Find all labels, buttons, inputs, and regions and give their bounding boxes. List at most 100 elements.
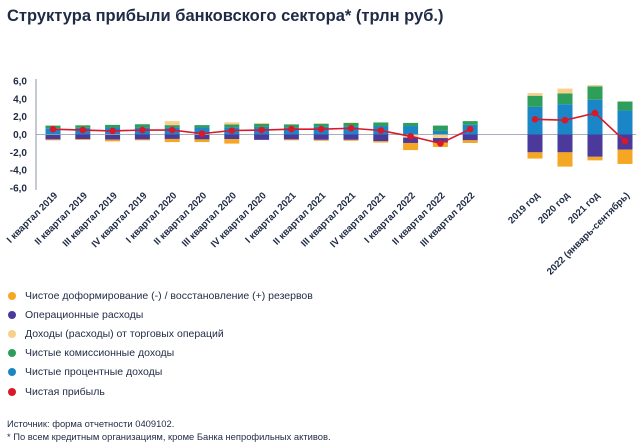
net-profit-point [288, 125, 295, 133]
bar-segment [194, 125, 210, 128]
legend-circle-icon [8, 329, 16, 338]
bar-segment [557, 88, 573, 94]
net-profit-point [531, 116, 539, 123]
bar-segment [313, 123, 329, 127]
bar-segment [313, 134, 329, 140]
x-tick-label: III квартал 2022 [418, 190, 477, 249]
profit-structure-chart: 6,04,02,00,0-2,0-4,0-6,0I квартал 2019II… [5, 77, 636, 278]
bar-segment [527, 134, 543, 153]
x-tick-label: 2019 год [506, 190, 542, 226]
bar-segment [283, 139, 299, 141]
bar-segment [587, 156, 603, 161]
legend-circle-icon [8, 291, 16, 300]
y-tick-label: -4,0 [10, 166, 28, 177]
bar-segment [527, 152, 543, 159]
bar-segment [527, 93, 543, 96]
bar-segment [617, 149, 633, 164]
net-profit-point [79, 126, 87, 134]
bar-segment [45, 134, 61, 140]
legend-item: Чистое доформирование (-) / восстановлен… [8, 286, 313, 305]
bar-segment [403, 142, 419, 151]
x-tick-label: II квартал 2021 [271, 190, 329, 248]
bar-segment [105, 124, 121, 128]
net-profit-line [534, 112, 626, 142]
legend-label: Доходы (расходы) от торговых операций [25, 327, 224, 340]
bar-segment [373, 134, 389, 142]
net-profit-point [109, 127, 116, 135]
x-tick-label: I квартал 2021 [243, 190, 299, 246]
bar-segment [557, 152, 573, 167]
bar-segment [587, 99, 603, 135]
bar-segment [587, 85, 603, 87]
legend-item: Операционные расходы [8, 305, 313, 324]
bar-segment [403, 137, 419, 143]
bar-segment [403, 126, 419, 135]
legend-label: Чистое доформирование (-) / восстановлен… [25, 289, 313, 302]
net-profit-point [258, 126, 265, 134]
bar-segment [432, 134, 448, 139]
legend-item: Чистые процентные доходы [8, 363, 313, 382]
bar-segment [283, 134, 299, 140]
bar-segment [194, 139, 210, 143]
net-profit-point [347, 124, 355, 132]
bar-segment [134, 124, 150, 128]
y-tick-label: 4,0 [13, 94, 27, 105]
bar-segment [75, 139, 91, 141]
bar-segment [403, 122, 419, 127]
net-profit-point [49, 125, 57, 133]
bar-segment [164, 125, 180, 128]
x-tick-label: 2020 год [536, 190, 572, 226]
net-profit-point [437, 140, 444, 147]
bar-segment [617, 110, 633, 135]
legend-label: Операционные расходы [25, 308, 144, 321]
y-tick-label: -2,0 [10, 148, 28, 159]
legend-circle-icon [8, 310, 16, 319]
bar-segment [254, 134, 270, 140]
chart-title: Структура прибыли банковского сектора* (… [7, 7, 444, 25]
bar-segment [462, 134, 478, 141]
notes: Источник: форма отчетности 0409102. * По… [7, 417, 331, 443]
net-profit-point [139, 126, 146, 134]
bar-segment [462, 121, 478, 125]
bar-segment [373, 141, 389, 143]
bar-segment [557, 134, 573, 153]
bar-segment [75, 125, 91, 128]
source-note: Источник: форма отчетности 0409102. [7, 418, 175, 429]
bar-segment [45, 139, 61, 141]
legend-label: Чистая прибыль [25, 385, 105, 398]
bar-segment [164, 138, 180, 143]
footnote: * По всем кредитным организациям, кроме … [7, 431, 331, 442]
bar-segment [313, 139, 329, 141]
bar-segment [587, 86, 603, 100]
legend-label: Чистые комиссионные доходы [25, 347, 175, 360]
bar-segment [224, 134, 240, 140]
bar-segment [224, 124, 240, 128]
net-profit-point [407, 132, 414, 140]
bar-segment [224, 139, 240, 144]
y-tick-label: 0,0 [13, 130, 27, 141]
y-tick-label: 6,0 [13, 77, 27, 88]
y-tick-label: 2,0 [13, 112, 27, 123]
legend-circle-icon [8, 368, 16, 377]
legend-item: Чистые комиссионные доходы [8, 344, 313, 363]
x-tick-label: II квартал 2020 [152, 190, 209, 247]
bar-segment [462, 140, 478, 143]
legend-circle-icon [8, 349, 16, 358]
bar-segment [164, 134, 180, 139]
bar-segment [432, 125, 448, 131]
bar-segment [105, 134, 121, 140]
bar-segment [373, 122, 389, 127]
net-profit-point [466, 125, 474, 133]
x-tick-label: II квартал 2019 [33, 190, 90, 247]
bar-segment [343, 122, 359, 127]
bar-segment [587, 134, 603, 157]
bar-segment [164, 121, 180, 126]
net-profit-point [377, 127, 385, 134]
legend-label: Чистые процентные доходы [25, 366, 163, 379]
bar-segment [343, 134, 359, 140]
net-profit-point [198, 130, 206, 137]
legend-item: Чистая прибыль [8, 382, 313, 401]
net-profit-point [228, 127, 236, 134]
net-profit-point [317, 125, 325, 133]
net-profit-point [168, 126, 176, 134]
